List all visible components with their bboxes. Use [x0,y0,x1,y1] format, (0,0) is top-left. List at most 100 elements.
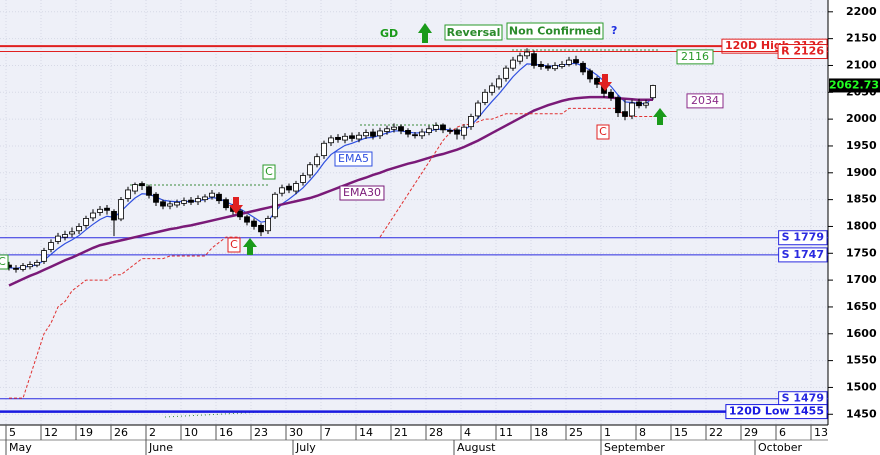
candle-body [594,77,600,85]
candle-body [27,264,33,268]
candle-body [307,164,313,176]
last-price-label: 2062.73 [829,78,879,91]
candle-body [209,192,215,198]
month-label: May [9,441,32,454]
y-tick-label: 1650 [846,300,877,313]
candle-body [244,216,250,223]
candle-body [510,59,516,69]
y-tick-label: 1550 [846,354,877,367]
c-marker: C [230,238,238,251]
candle-body [342,135,348,141]
candle-body [167,203,173,207]
candle-body [202,196,208,201]
candle-body [615,97,621,114]
non-confirmed-box [506,22,604,40]
candle-body [118,199,124,220]
candle-body [559,63,565,67]
candle-body [587,70,593,80]
y-tick-label: 1800 [846,219,877,232]
candle-body [349,135,355,139]
x-tick-label: 29 [744,426,758,439]
y-tick-label: 1450 [846,407,877,420]
level-label: R 2126 [781,45,824,58]
sell-arrow [598,74,612,91]
candle-body [363,132,369,137]
y-tick-label: 1500 [846,380,877,393]
candles [6,48,656,273]
y-tick-label: 1600 [846,327,877,340]
right-axis-background [828,0,880,425]
candle-body [76,226,82,232]
gd-arrow [418,23,432,43]
candle-body [335,136,341,140]
reversal-label: Reversal [447,26,501,39]
candle-body [482,91,488,103]
candle-body [566,59,572,65]
last-price-box [829,78,880,93]
month-label: October [758,441,802,454]
level-label: S 1479 [782,392,824,405]
y-tick-label: 1850 [846,193,877,206]
level-box [778,247,828,263]
series-label-box [334,151,373,167]
candle-body [132,184,138,192]
series-label: EMA5 [338,152,369,165]
candle-body [356,134,362,140]
level-label: S 1779 [782,231,824,244]
candle-body [69,231,75,235]
level-box [778,230,828,246]
sell-arrow [229,197,243,214]
candle-body [426,128,432,133]
candle-body [48,242,54,250]
candle-body [545,65,551,69]
candle-body [377,130,383,137]
candle-body [412,134,418,137]
x-tick-label: 25 [569,426,583,439]
x-tick-label: 16 [219,426,233,439]
month-label: July [295,441,316,454]
candle-body [293,183,299,192]
plot-background [0,0,828,425]
c-marker-box [596,124,610,140]
candle-body [300,175,306,183]
candle-body [398,126,404,132]
x-tick-label: 22 [709,426,723,439]
candle-body [643,102,649,106]
candle-body [125,189,131,199]
candle-body [552,65,558,70]
candle-body [97,208,103,213]
candle-body [440,124,446,131]
x-tick-label: 19 [79,426,93,439]
question-mark: ? [611,24,617,37]
candle-body [223,199,229,209]
stop-line [9,107,653,399]
x-tick-label: 30 [289,426,303,439]
candle-body [258,224,264,233]
x-tick-label: 10 [184,426,198,439]
x-tick-label: 5 [9,426,16,439]
candle-body [20,265,26,270]
candle-body [174,201,180,206]
x-tick-label: 1 [604,426,611,439]
candle-body [489,85,495,93]
y-tick-label: 1750 [846,246,877,259]
x-tick-label: 11 [499,426,513,439]
candle-body [314,156,320,166]
candle-body [447,129,453,132]
candle-body [146,186,152,196]
y-tick-label: 1900 [846,166,877,179]
month-label: September [604,441,665,454]
y-tick-label: 2150 [846,32,877,45]
candle-body [104,207,110,211]
series-line [8,95,653,287]
c-marker: C [599,125,607,138]
candle-body [405,129,411,135]
candle-body [461,126,467,136]
candle-body [433,125,439,130]
candle-body [181,200,187,204]
series-label-box [339,185,385,201]
month-label: June [148,441,173,454]
candle-body [580,62,586,73]
y-tick-label: 2200 [846,5,877,18]
candle-body [251,220,257,227]
